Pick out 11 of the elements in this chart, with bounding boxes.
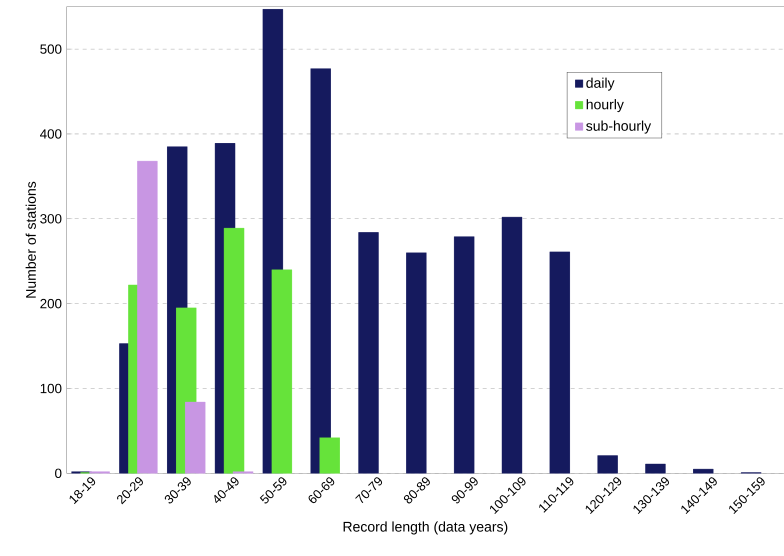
- y-tick-label: 100: [40, 384, 62, 394]
- x-axis-title: Record length (data years): [344, 521, 508, 534]
- y-tick-label: 300: [40, 214, 62, 224]
- y-tick-label: 200: [40, 298, 62, 308]
- legend-label: hourly: [586, 99, 624, 112]
- y-tick-label: 400: [40, 129, 62, 139]
- y-axis-title: Number of stations: [26, 182, 36, 298]
- y-tick-label: 0: [55, 468, 62, 478]
- legend-label: sub-hourly: [586, 120, 652, 134]
- y-tick-label: 500: [40, 44, 62, 54]
- legend-label: daily: [586, 78, 615, 91]
